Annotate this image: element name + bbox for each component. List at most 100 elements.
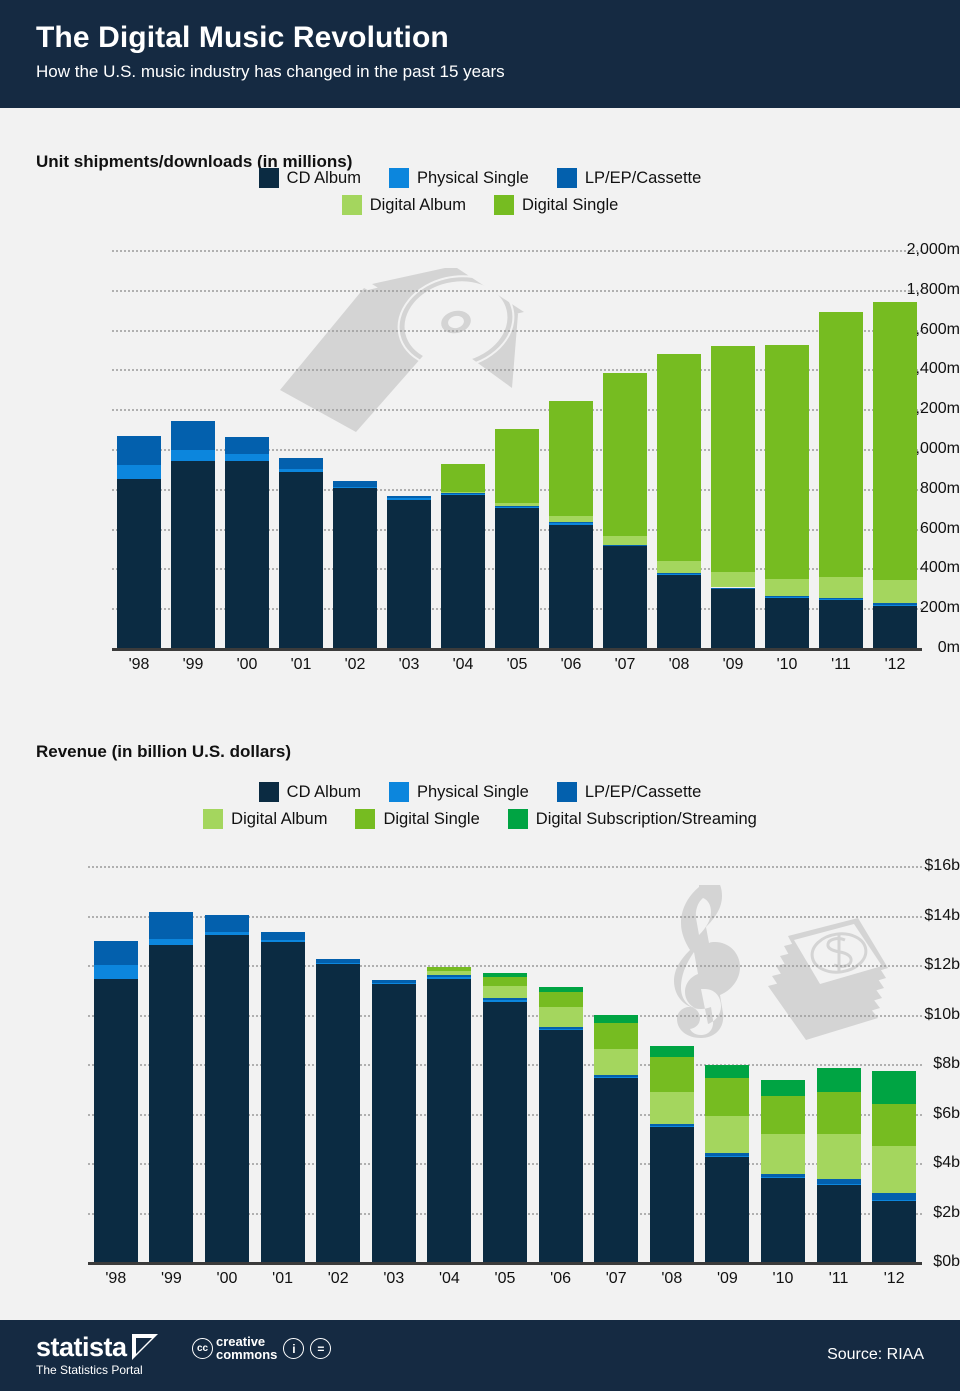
bar-segment-physical-single[interactable] [649,1125,694,1127]
bar-segment-lp-ep-cassette[interactable] [657,573,701,575]
bar-segment-digital-subscription-streaming[interactable] [594,1014,639,1023]
bar-08[interactable] [649,866,694,1262]
bar-segment-digital-single[interactable] [705,1078,750,1116]
bar-11[interactable] [819,250,863,648]
bar-segment-digital-single[interactable] [427,967,472,971]
bar-segment-physical-single[interactable] [316,962,361,964]
legend-item-digital-album[interactable]: Digital Album [203,809,327,829]
bar-segment-physical-single[interactable] [260,939,305,943]
bar-segment-digital-single[interactable] [594,1022,639,1049]
bar-segment-lp-ep-cassette[interactable] [603,544,647,546]
bar-08[interactable] [657,250,701,648]
bar-segment-physical-single[interactable] [441,493,485,496]
bar-segment-physical-single[interactable] [705,1155,750,1157]
bar-segment-physical-single[interactable] [603,545,647,547]
bar-segment-digital-album[interactable] [657,560,701,574]
bar-segment-cd-album[interactable] [93,979,138,1262]
bar-segment-physical-single[interactable] [495,506,539,508]
bar-segment-digital-single[interactable] [711,345,755,573]
bar-segment-lp-ep-cassette[interactable] [872,1193,917,1201]
bar-02[interactable] [333,250,377,648]
bar-segment-cd-album[interactable] [711,589,755,648]
bar-segment-digital-single[interactable] [816,1092,861,1135]
bar-segment-digital-album[interactable] [483,986,527,999]
bar-00[interactable] [205,866,249,1262]
bar-02[interactable] [316,866,361,1262]
bar-segment-digital-single[interactable] [657,353,701,561]
bar-segment-cd-album[interactable] [171,461,215,648]
bar-segment-digital-subscription-streaming[interactable] [649,1045,694,1057]
bar-segment-lp-ep-cassette[interactable] [873,603,917,606]
bar-segment-digital-single[interactable] [872,1103,917,1147]
legend-item-digital-single[interactable]: Digital Single [493,195,618,215]
bar-segment-physical-single[interactable] [279,468,323,473]
bar-segment-lp-ep-cassette[interactable] [549,522,593,524]
bar-segment-digital-single[interactable] [819,311,863,578]
bar-segment-cd-album[interactable] [816,1184,861,1262]
bar-03[interactable] [371,866,416,1262]
bar-segment-cd-album[interactable] [761,1177,805,1262]
bar-segment-cd-album[interactable] [603,546,647,648]
bar-segment-lp-ep-cassette[interactable] [538,1026,583,1029]
bar-segment-physical-single[interactable] [711,588,755,590]
bar-09[interactable] [705,866,750,1262]
legend-item-digital-subscription-streaming[interactable]: Digital Subscription/Streaming [507,809,757,829]
bar-segment-cd-album[interactable] [316,964,361,1262]
bar-segment-lp-ep-cassette[interactable] [816,1179,861,1185]
bar-04[interactable] [427,866,472,1262]
bar-11[interactable] [816,866,861,1262]
bar-segment-physical-single[interactable] [765,597,809,599]
bar-segment-physical-single[interactable] [427,977,472,979]
bar-segment-physical-single[interactable] [205,931,249,936]
bar-segment-cd-album[interactable] [873,606,917,648]
bar-segment-lp-ep-cassette[interactable] [171,421,215,451]
bar-segment-cd-album[interactable] [549,524,593,648]
bar-segment-lp-ep-cassette[interactable] [93,940,138,966]
bar-segment-physical-single[interactable] [371,982,416,985]
bar-segment-lp-ep-cassette[interactable] [333,481,377,487]
bar-segment-digital-single[interactable] [441,463,485,492]
bar-segment-lp-ep-cassette[interactable] [225,437,269,455]
bar-segment-physical-single[interactable] [538,1028,583,1031]
bar-05[interactable] [483,866,527,1262]
bar-segment-digital-album[interactable] [873,579,917,604]
bar-segment-cd-album[interactable] [483,1001,527,1262]
bar-segment-digital-single[interactable] [761,1096,805,1135]
bar-00[interactable] [225,250,269,648]
bar-segment-lp-ep-cassette[interactable] [765,595,809,598]
bar-10[interactable] [765,250,809,648]
bar-segment-cd-album[interactable] [441,495,485,648]
bar-segment-cd-album[interactable] [371,984,416,1262]
legend-item-lp-ep-cassette[interactable]: LP/EP/Cassette [556,782,701,802]
bar-10[interactable] [761,866,805,1262]
bar-segment-cd-album[interactable] [872,1200,917,1262]
bar-segment-cd-album[interactable] [427,978,472,1262]
bar-06[interactable] [549,250,593,648]
bar-segment-digital-single[interactable] [483,976,527,987]
bar-segment-lp-ep-cassette[interactable] [705,1153,750,1156]
legend-item-lp-ep-cassette[interactable]: LP/EP/Cassette [556,168,701,188]
bar-segment-digital-subscription-streaming[interactable] [538,986,583,993]
bar-98[interactable] [117,250,161,648]
bar-segment-digital-single[interactable] [538,992,583,1008]
bar-segment-cd-album[interactable] [117,479,161,648]
bar-segment-digital-album[interactable] [819,577,863,598]
bar-segment-digital-single[interactable] [603,373,647,537]
bar-segment-physical-single[interactable] [171,450,215,462]
bar-segment-cd-album[interactable] [594,1077,639,1262]
legend-item-digital-single[interactable]: Digital Single [355,809,480,829]
bar-09[interactable] [711,250,755,648]
bar-12[interactable] [872,866,917,1262]
bar-segment-physical-single[interactable] [333,486,377,489]
bar-07[interactable] [594,866,639,1262]
bar-segment-physical-single[interactable] [93,965,138,980]
bar-segment-digital-album[interactable] [649,1091,694,1124]
bar-segment-digital-subscription-streaming[interactable] [872,1070,917,1104]
legend-item-digital-album[interactable]: Digital Album [341,195,466,215]
bar-segment-cd-album[interactable] [333,488,377,648]
bar-segment-digital-subscription-streaming[interactable] [761,1080,805,1097]
bar-segment-digital-album[interactable] [816,1134,861,1180]
bar-segment-digital-album[interactable] [441,491,485,493]
bar-segment-lp-ep-cassette[interactable] [316,959,361,963]
bar-segment-physical-single[interactable] [149,939,194,945]
